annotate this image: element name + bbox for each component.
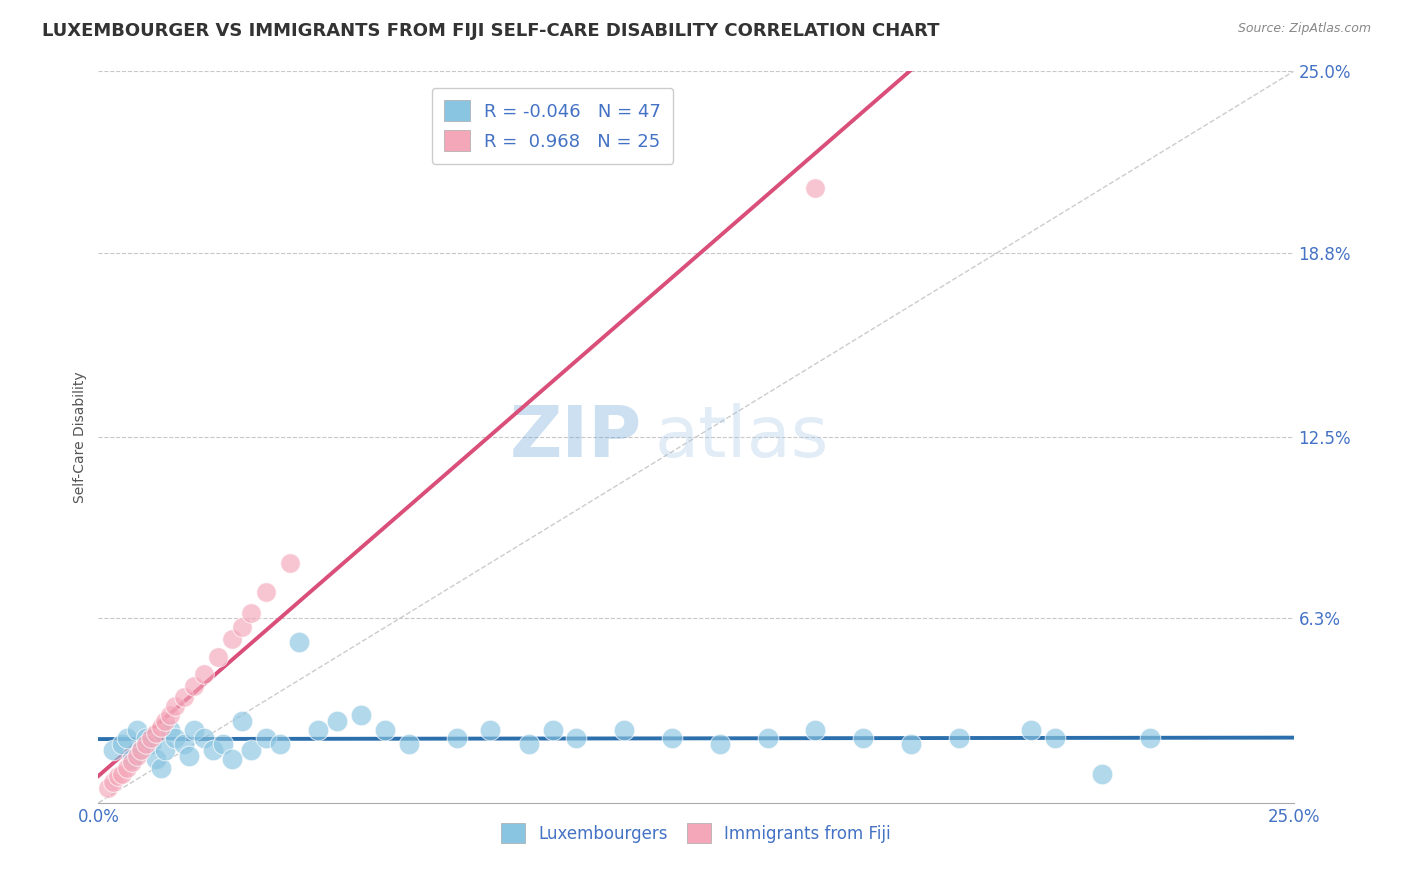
Point	[1019, 723, 1042, 737]
Point	[135, 731, 157, 746]
Point	[804, 181, 827, 195]
Point	[756, 731, 779, 746]
Point	[479, 723, 502, 737]
Point	[804, 723, 827, 737]
Point	[613, 723, 636, 737]
Point	[446, 731, 468, 746]
Point	[193, 667, 215, 681]
Point	[193, 731, 215, 746]
Point	[179, 749, 201, 764]
Point	[240, 743, 263, 757]
Point	[111, 766, 134, 780]
Point	[269, 737, 291, 751]
Point	[111, 737, 134, 751]
Point	[139, 737, 162, 751]
Text: ZIP: ZIP	[510, 402, 643, 472]
Point	[1139, 731, 1161, 746]
Point	[107, 769, 129, 783]
Y-axis label: Self-Care Disability: Self-Care Disability	[73, 371, 87, 503]
Point	[398, 737, 420, 751]
Point	[125, 723, 148, 737]
Point	[1091, 766, 1114, 780]
Point	[565, 731, 588, 746]
Point	[202, 743, 225, 757]
Text: LUXEMBOURGER VS IMMIGRANTS FROM FIJI SELF-CARE DISABILITY CORRELATION CHART: LUXEMBOURGER VS IMMIGRANTS FROM FIJI SEL…	[42, 22, 939, 40]
Point	[159, 723, 181, 737]
Text: atlas: atlas	[654, 402, 828, 472]
Point	[131, 743, 153, 757]
Point	[307, 723, 329, 737]
Point	[374, 723, 396, 737]
Point	[163, 699, 186, 714]
Text: Source: ZipAtlas.com: Source: ZipAtlas.com	[1237, 22, 1371, 36]
Point	[240, 606, 263, 620]
Point	[517, 737, 540, 751]
Point	[231, 620, 253, 634]
Point	[278, 556, 301, 570]
Point	[135, 737, 157, 751]
Point	[97, 781, 120, 796]
Point	[221, 752, 243, 766]
Point	[139, 731, 162, 746]
Point	[121, 755, 143, 769]
Point	[541, 723, 564, 737]
Point	[131, 743, 153, 757]
Point	[155, 714, 177, 728]
Point	[1043, 731, 1066, 746]
Point	[145, 752, 167, 766]
Point	[183, 723, 205, 737]
Point	[125, 749, 148, 764]
Point	[163, 731, 186, 746]
Point	[288, 635, 311, 649]
Point	[149, 720, 172, 734]
Point	[155, 743, 177, 757]
Point	[350, 708, 373, 723]
Point	[326, 714, 349, 728]
Point	[183, 679, 205, 693]
Point	[231, 714, 253, 728]
Point	[115, 731, 138, 746]
Point	[149, 761, 172, 775]
Point	[121, 752, 143, 766]
Point	[221, 632, 243, 646]
Point	[145, 725, 167, 739]
Point	[211, 737, 233, 751]
Point	[101, 775, 124, 789]
Point	[709, 737, 731, 751]
Point	[254, 731, 277, 746]
Legend: Luxembourgers, Immigrants from Fiji: Luxembourgers, Immigrants from Fiji	[495, 817, 897, 849]
Point	[852, 731, 875, 746]
Point	[661, 731, 683, 746]
Point	[115, 761, 138, 775]
Point	[254, 585, 277, 599]
Point	[101, 743, 124, 757]
Point	[207, 649, 229, 664]
Point	[900, 737, 922, 751]
Point	[159, 708, 181, 723]
Point	[173, 737, 195, 751]
Point	[173, 690, 195, 705]
Point	[948, 731, 970, 746]
